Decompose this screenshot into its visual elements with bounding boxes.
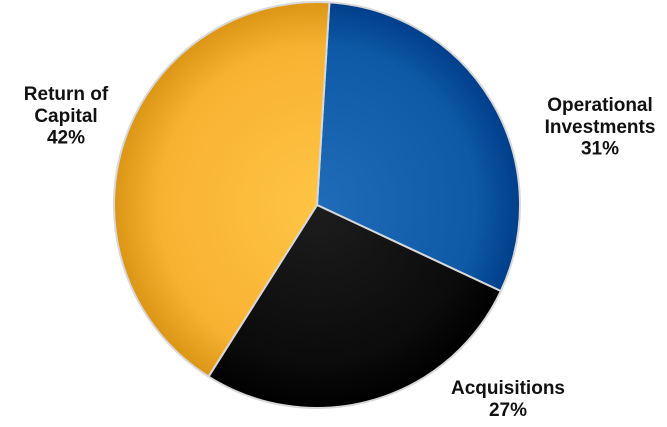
slice-label-operational-investments: Operational Investments 31% [545,95,656,160]
slice-name-line-operational-investments: Investments [545,117,656,138]
pie-slice-return-of-capital [113,1,331,378]
pie-slice-operational-investments [316,1,521,293]
slice-name-line-operational-investments: Operational [547,95,653,116]
slice-percent-operational-investments: 31% [581,139,619,160]
slice-name-line-return-of-capital: Capital [34,106,97,127]
slice-name-line-acquisitions: Acquisitions [451,378,565,399]
slice-percent-acquisitions: 27% [489,400,527,421]
slice-percent-return-of-capital: 42% [47,128,85,149]
pie-labels: Operational Investments 31% Acquisitions 27%… [24,84,656,421]
pie-slices [113,1,521,409]
slice-name-line-return-of-capital: Return of [24,84,109,105]
slice-label-return-of-capital: Return of Capital 42% [24,84,109,149]
pie-slice-acquisitions [207,204,502,409]
slice-label-acquisitions: Acquisitions 27% [451,378,565,421]
